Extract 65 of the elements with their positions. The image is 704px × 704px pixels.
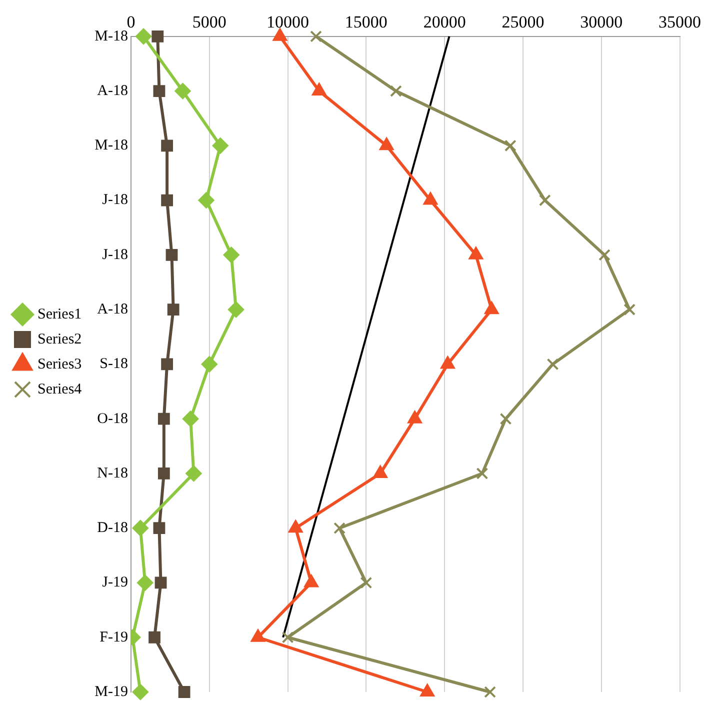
y-tick-label: A-18	[97, 82, 128, 99]
legend-label: Series3	[38, 356, 82, 372]
point	[148, 631, 160, 644]
x-tick-label: 10000	[266, 12, 310, 32]
point	[174, 83, 191, 100]
point	[186, 465, 202, 482]
y-tick-label: N-18	[97, 465, 128, 482]
x-tick-label: 0	[126, 12, 136, 32]
y-tick-label: D-18	[97, 520, 128, 536]
point	[137, 574, 154, 591]
x-tick-label: 15000	[344, 12, 388, 32]
y-tick-label: A-18	[97, 302, 128, 318]
point	[390, 85, 402, 97]
x-tick-label: 20000	[423, 12, 466, 32]
point	[538, 194, 551, 206]
point	[153, 522, 166, 534]
y-tick-label: S-18	[100, 356, 128, 372]
point	[504, 140, 516, 152]
y-tick-label: J-19	[102, 574, 128, 591]
point	[154, 576, 167, 589]
y-tick-label: F-19	[100, 629, 128, 646]
x-tick-label: 5000	[192, 12, 226, 32]
point	[223, 246, 240, 263]
point	[334, 522, 346, 534]
point	[476, 468, 488, 480]
point	[282, 631, 294, 644]
point	[360, 576, 372, 589]
point	[132, 520, 148, 536]
point	[598, 248, 610, 261]
legend-label: Series2	[38, 331, 82, 348]
point	[178, 686, 190, 698]
point	[166, 248, 178, 261]
point	[500, 412, 512, 425]
point	[161, 140, 173, 152]
point	[153, 85, 166, 97]
point	[546, 358, 559, 370]
point	[624, 304, 636, 316]
point	[152, 30, 164, 42]
point	[312, 83, 326, 96]
point	[161, 194, 173, 206]
point	[201, 356, 218, 372]
x-tick-label: 25000	[502, 12, 544, 32]
point	[158, 412, 170, 425]
point	[167, 304, 180, 316]
y-tick-label: M-18	[94, 138, 128, 154]
point	[161, 358, 173, 370]
point	[484, 686, 496, 698]
y-tick-label: J-18	[102, 192, 128, 208]
legend-label: Series1	[38, 306, 82, 322]
point	[484, 302, 499, 314]
point	[132, 684, 148, 700]
point	[228, 302, 244, 318]
point	[310, 30, 322, 42]
y-tick-label: J-18	[102, 246, 128, 263]
y-tick-label: O-18	[97, 410, 128, 427]
point	[136, 28, 152, 44]
x-tick-label: 35000	[658, 12, 701, 32]
point	[198, 192, 214, 208]
point	[182, 410, 199, 427]
point	[158, 468, 170, 480]
x-tick-label: 30000	[580, 12, 623, 32]
point	[212, 138, 228, 154]
y-tick-label: M-18	[94, 28, 128, 44]
legend-label: Series4	[38, 381, 82, 398]
y-tick-label: M-19	[94, 684, 128, 700]
